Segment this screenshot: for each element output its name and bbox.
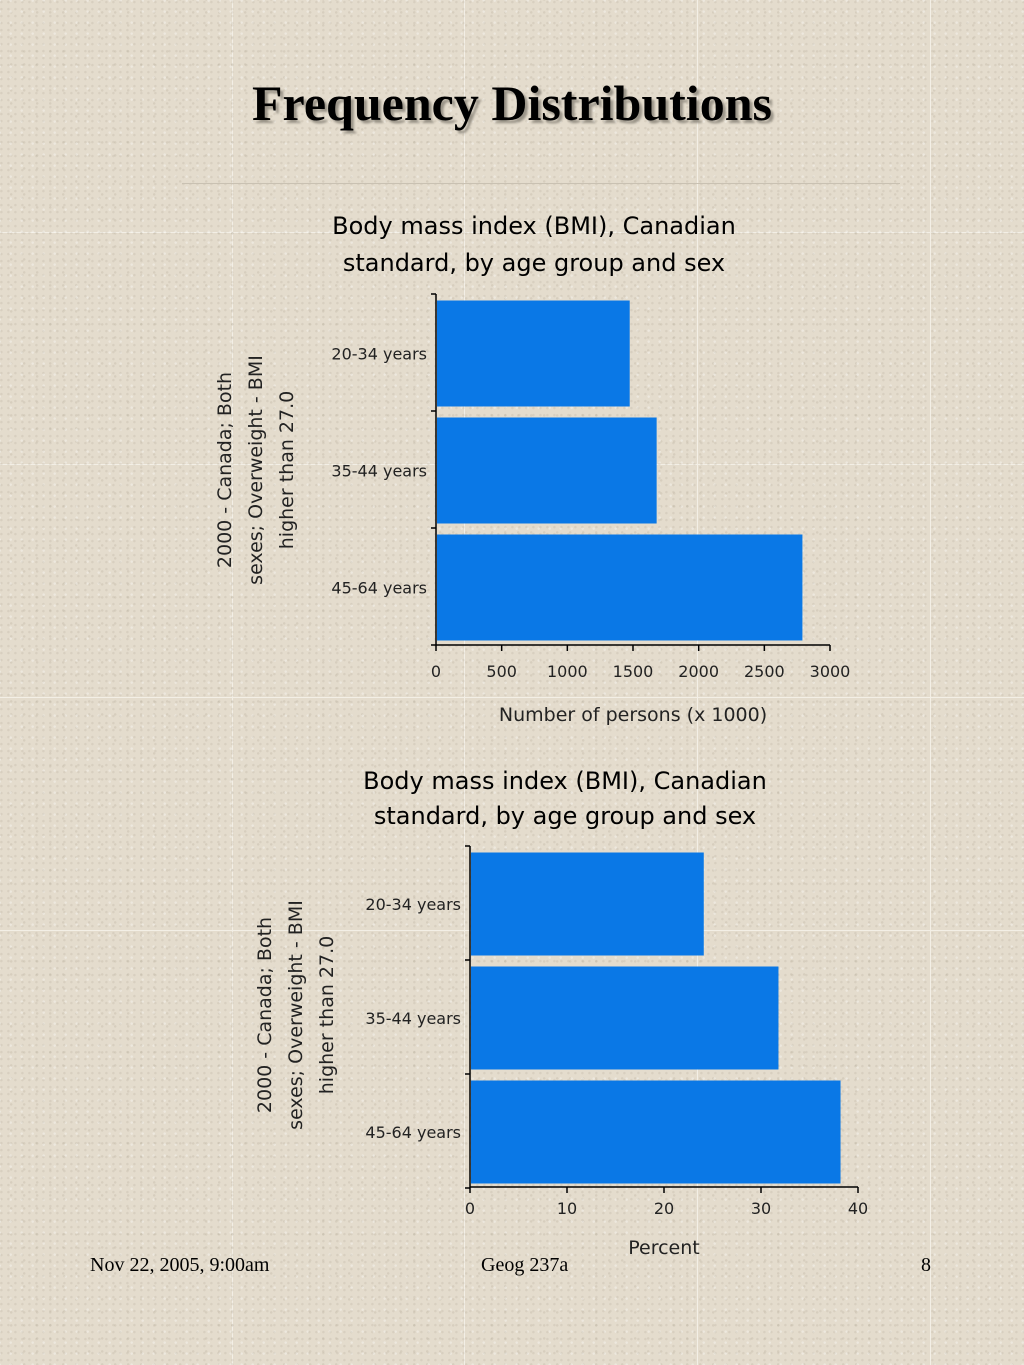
bar-45-64 years <box>437 534 803 641</box>
bar-20-34 years <box>437 300 630 407</box>
x-tick-label: 40 <box>848 1199 868 1218</box>
y-axis-title-line: sexes; Overweight - BMI <box>285 900 307 1130</box>
x-tick-label: 0 <box>465 1199 475 1218</box>
category-label: 20-34 years <box>331 345 427 364</box>
y-axis-title-line: 2000 - Canada; Both <box>214 372 236 568</box>
footer-course: Geog 237a <box>481 1254 569 1276</box>
x-tick-label: 20 <box>654 1199 674 1218</box>
chart-title-line: Body mass index (BMI), Canadian <box>332 212 736 240</box>
y-axis-title-line: higher than 27.0 <box>276 391 298 550</box>
category-label: 35-44 years <box>331 462 427 481</box>
chart-title-line: standard, by age group and sex <box>374 802 756 830</box>
category-label: 45-64 years <box>331 579 427 598</box>
chart-title-line: Body mass index (BMI), Canadian <box>363 767 767 795</box>
slide-title: Frequency Distributions <box>252 75 772 131</box>
x-tick-label: 10 <box>557 1199 577 1218</box>
bar-35-44 years <box>471 966 779 1070</box>
x-tick-label: 0 <box>431 662 441 681</box>
footer-date: Nov 22, 2005, 9:00am <box>90 1254 270 1276</box>
title-divider <box>182 183 900 184</box>
category-label: 20-34 years <box>365 895 461 914</box>
category-label: 35-44 years <box>365 1009 461 1028</box>
x-tick-label: 2000 <box>678 662 719 681</box>
x-tick-label: 3000 <box>810 662 851 681</box>
x-tick-label: 1000 <box>547 662 588 681</box>
footer-page-number: 8 <box>921 1254 931 1276</box>
x-tick-label: 2500 <box>744 662 785 681</box>
x-axis-title: Percent <box>628 1237 700 1259</box>
category-label: 45-64 years <box>365 1123 461 1142</box>
bar-20-34 years <box>471 852 704 956</box>
y-axis-title: 2000 - Canada; Both sexes; Overweight - B… <box>254 900 338 1130</box>
y-axis-title-line: 2000 - Canada; Both <box>254 917 276 1113</box>
x-axis-title: Number of persons (x 1000) <box>499 704 767 726</box>
x-tick-label: 1500 <box>613 662 654 681</box>
y-axis-title: 2000 - Canada; Both sexes; Overweight - B… <box>214 355 298 585</box>
bar-45-64 years <box>471 1080 841 1184</box>
y-axis-title-line: sexes; Overweight - BMI <box>245 355 267 585</box>
y-axis-title-line: higher than 27.0 <box>316 936 338 1095</box>
bar-35-44 years <box>437 417 657 524</box>
chart-percent-svg: Body mass index (BMI), Canadian standard,… <box>254 767 868 1259</box>
chart-title-line: standard, by age group and sex <box>343 249 725 277</box>
x-tick-label: 30 <box>751 1199 771 1218</box>
x-tick-label: 500 <box>486 662 517 681</box>
chart-number-of-persons-svg: Body mass index (BMI), Canadian standard,… <box>214 212 851 726</box>
